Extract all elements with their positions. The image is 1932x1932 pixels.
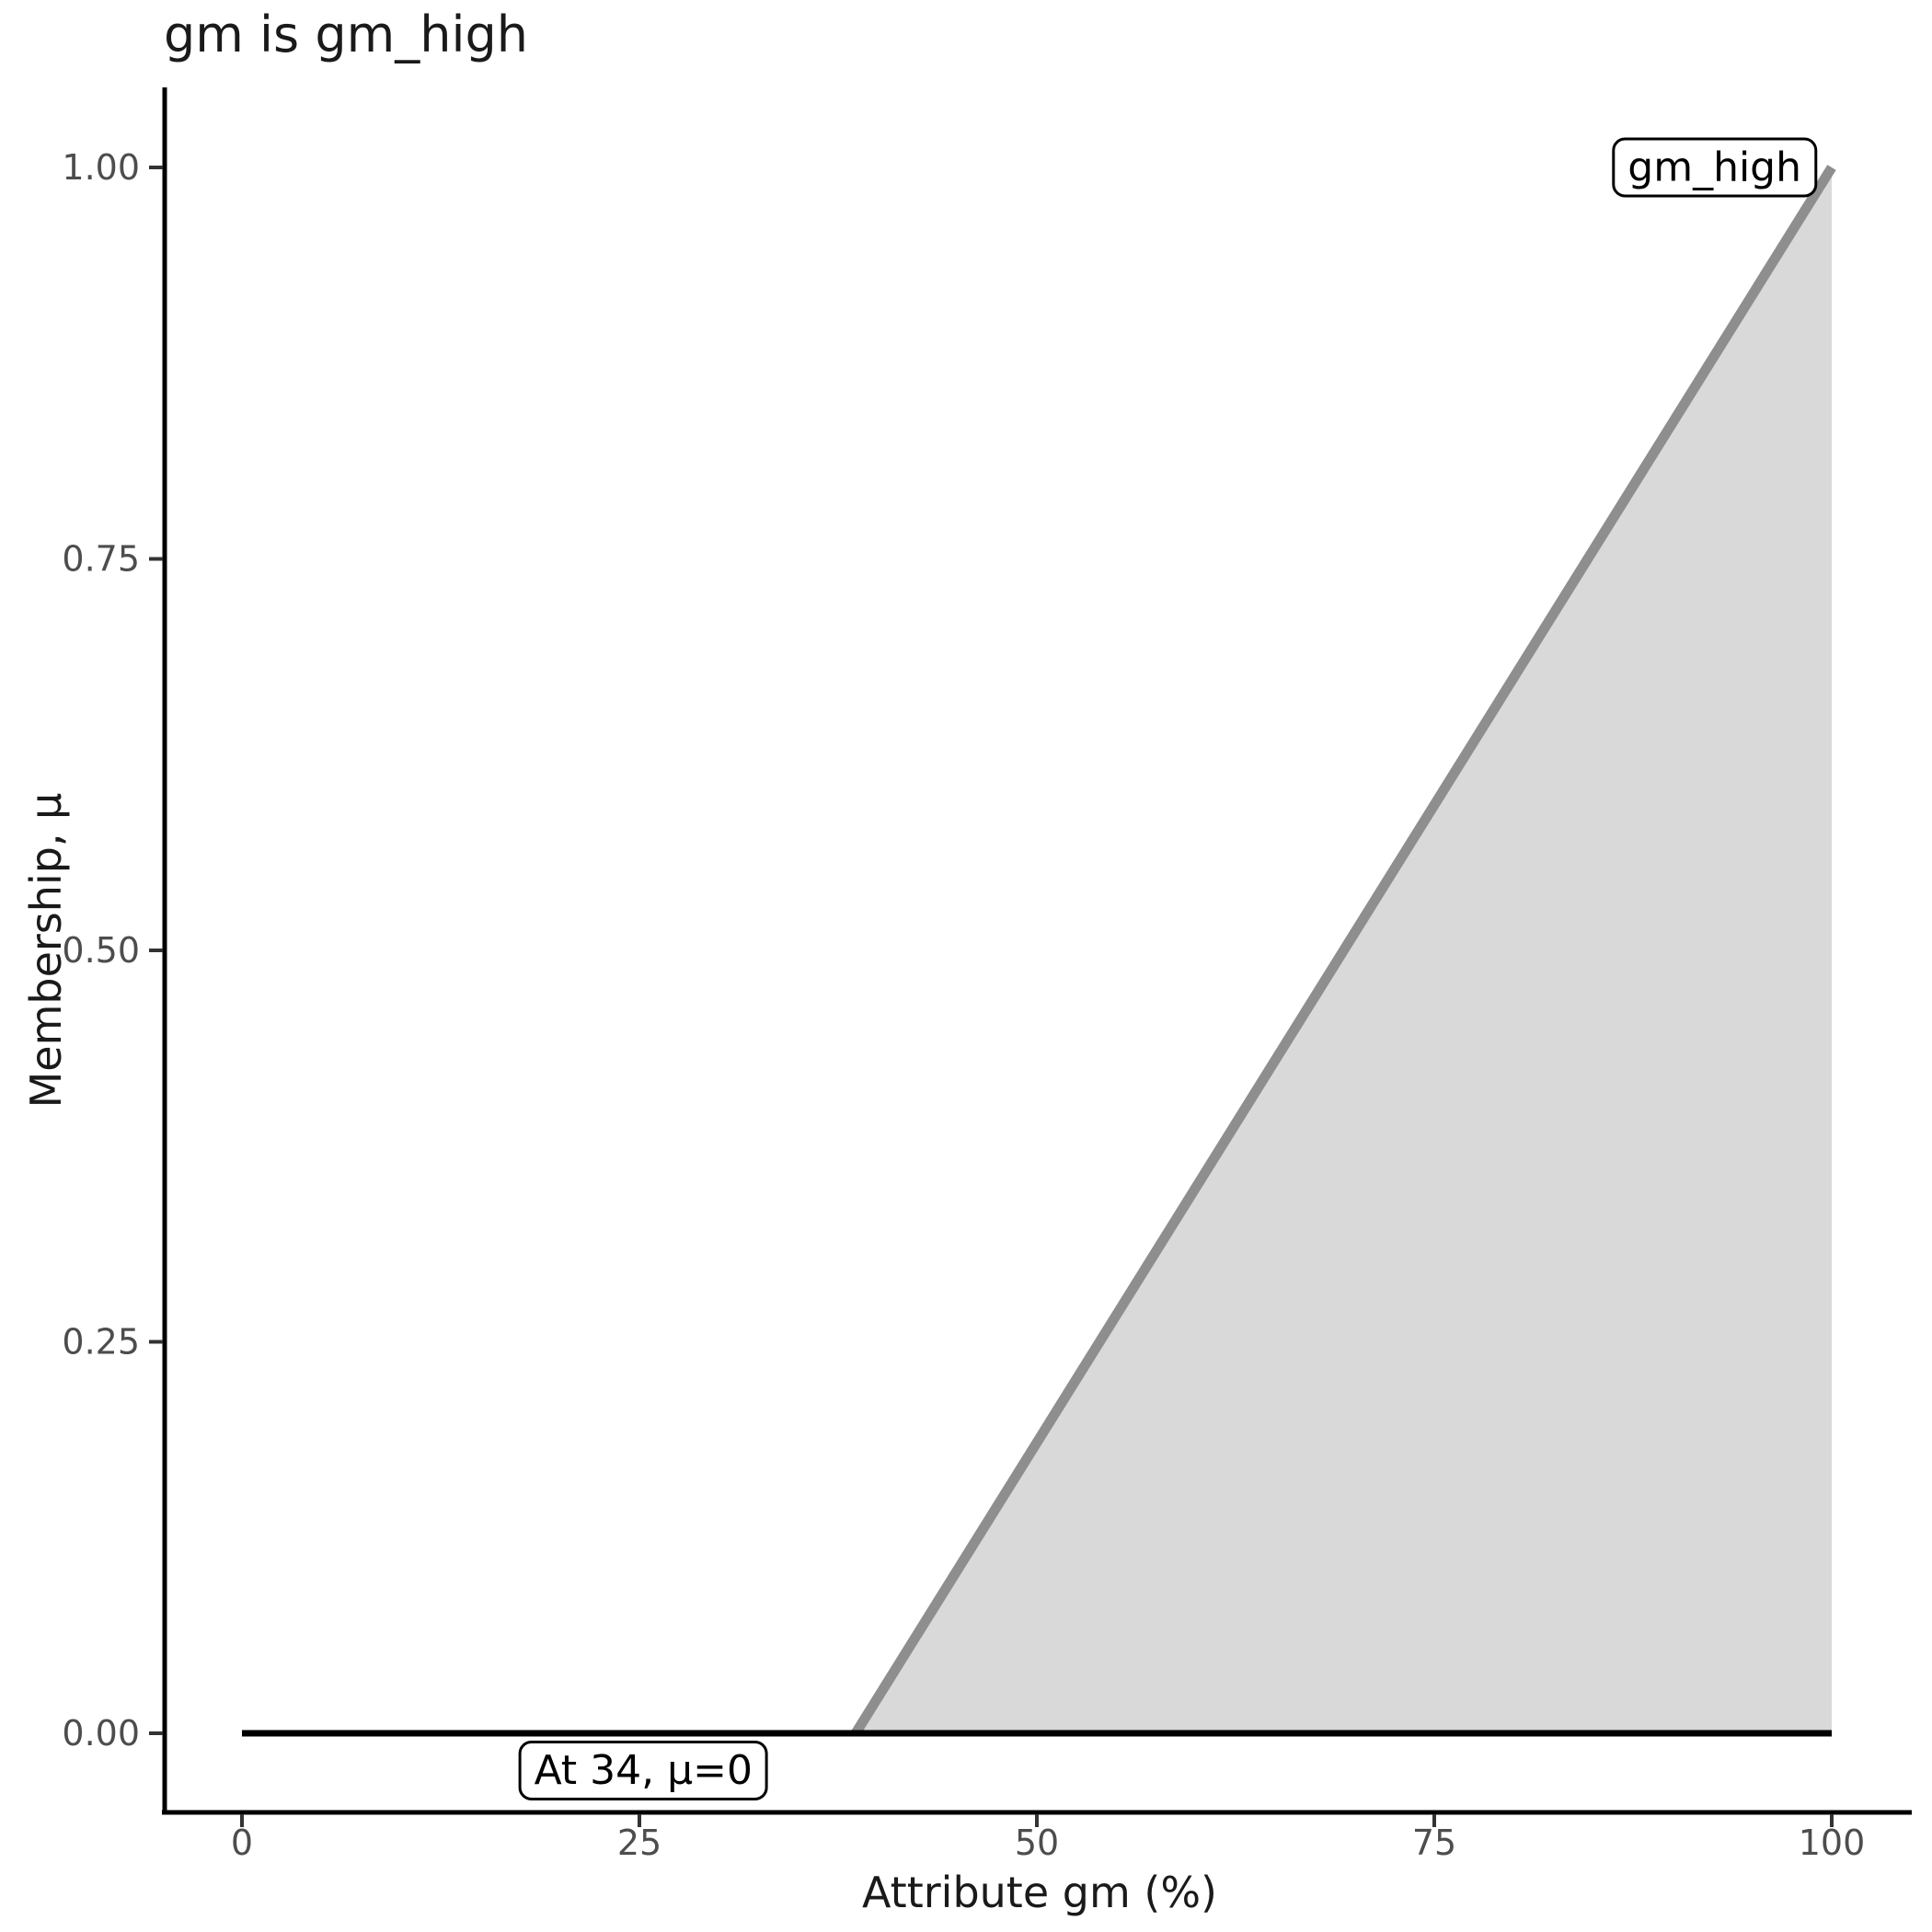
annotation-at-34: At 34, μ=0 [518,1741,768,1800]
chart-title: gm is gm_high [164,6,528,63]
x-axis-title: Attribute gm (%) [862,1868,1217,1917]
y-tick-label: 0.75 [62,539,140,580]
y-tick-label: 0.50 [62,930,140,971]
x-tick-label: 0 [231,1823,253,1863]
x-tick-label: 75 [1412,1823,1456,1863]
x-tick-label: 50 [1015,1823,1059,1863]
annotation-gm-high: gm_high [1612,137,1817,198]
x-tick-label: 100 [1799,1823,1866,1863]
y-tick-label: 0.25 [62,1322,140,1363]
gm_high-line [851,165,1836,1736]
y-tick-label: 1.00 [62,147,140,188]
y-axis-title: Membership, μ [21,792,71,1109]
y-tick-label: 0.00 [62,1713,140,1754]
x-tick-label: 25 [617,1823,661,1863]
